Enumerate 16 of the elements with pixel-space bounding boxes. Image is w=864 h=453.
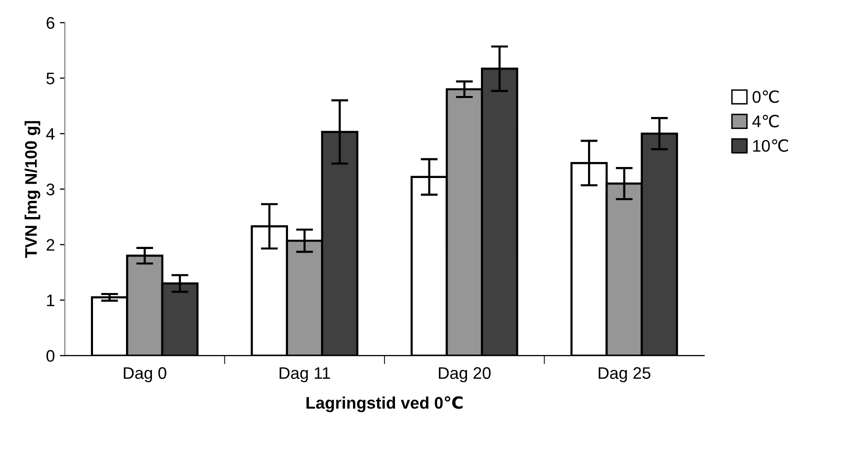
- x-tick-label: Dag 25: [598, 367, 650, 382]
- y-tick-label: 4: [46, 128, 55, 140]
- y-tick-label: 6: [46, 17, 54, 29]
- legend-label: 4℃: [752, 114, 779, 128]
- y-axis-title: TVN [mg N/100 g]: [24, 121, 40, 258]
- x-tick-label: Dag 0: [124, 367, 166, 382]
- y-tick-label: 1: [47, 294, 54, 306]
- x-tick-label: Dag 11: [280, 367, 330, 382]
- x-axis-title: Lagringstid ved 0℃: [306, 396, 463, 412]
- x-tick-label: Dag 20: [438, 367, 491, 382]
- y-tick-label: 3: [46, 184, 54, 196]
- legend-label: 0℃: [752, 90, 779, 103]
- y-tick-label: 5: [46, 72, 54, 84]
- legend-label: 10℃: [753, 139, 788, 152]
- y-tick-label: 0: [46, 350, 54, 362]
- y-tick-label: 2: [46, 239, 54, 251]
